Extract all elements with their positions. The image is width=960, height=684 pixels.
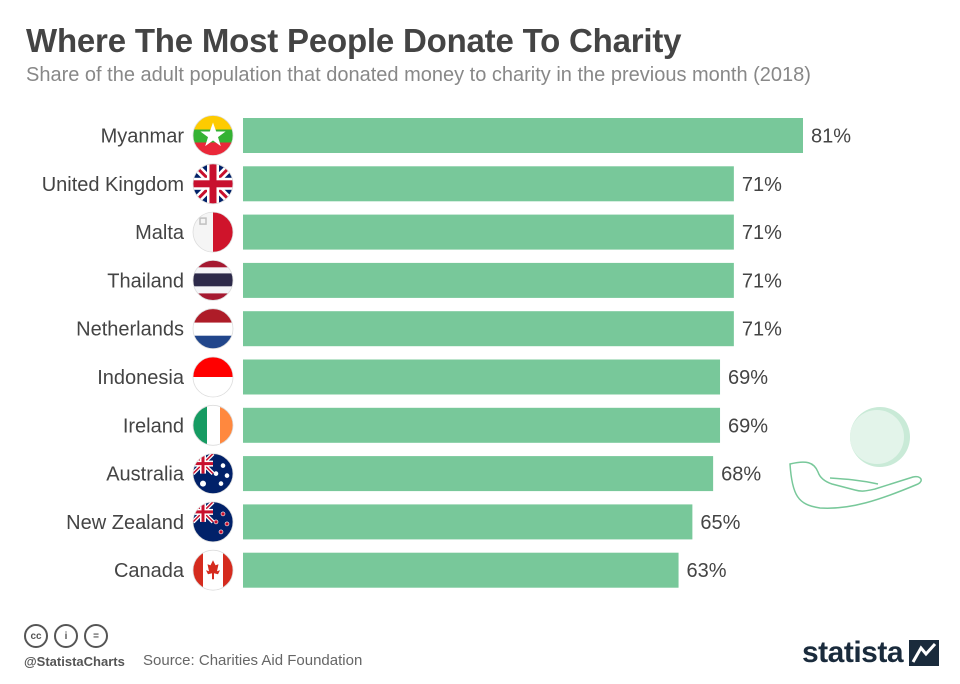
value-label: 69% bbox=[728, 367, 768, 389]
category-label: Indonesia bbox=[97, 367, 185, 389]
category-label: Thailand bbox=[107, 270, 184, 292]
category-label: Ireland bbox=[123, 415, 184, 437]
ireland-flag-icon bbox=[192, 404, 234, 446]
hand-coin-icon bbox=[789, 407, 922, 510]
value-label: 81% bbox=[811, 126, 851, 148]
australia-flag-icon bbox=[192, 453, 234, 495]
value-label: 63% bbox=[687, 560, 727, 582]
category-label: New Zealand bbox=[66, 512, 184, 534]
value-label: 71% bbox=[742, 174, 782, 196]
no-derivatives-icon: = bbox=[84, 624, 108, 648]
category-label: Canada bbox=[114, 560, 185, 582]
bar bbox=[243, 359, 721, 395]
netherlands-flag-icon bbox=[192, 308, 234, 350]
license-icons: cc i = bbox=[24, 624, 108, 648]
indonesia-flag-icon bbox=[192, 356, 234, 398]
bar bbox=[243, 311, 734, 347]
value-label: 68% bbox=[721, 464, 761, 486]
malta-flag-icon bbox=[192, 211, 234, 253]
new-zealand-flag-icon bbox=[192, 501, 234, 543]
category-label: Australia bbox=[106, 464, 185, 486]
bar bbox=[243, 262, 734, 298]
bar bbox=[243, 504, 693, 540]
thailand-flag-icon bbox=[192, 259, 234, 301]
bar bbox=[243, 456, 714, 492]
canada-flag-icon bbox=[192, 549, 234, 591]
value-label: 71% bbox=[742, 270, 782, 292]
united-kingdom-flag-icon bbox=[192, 163, 234, 205]
chart-subtitle: Share of the adult population that donat… bbox=[26, 64, 811, 86]
category-label: Netherlands bbox=[76, 319, 184, 341]
category-label: Myanmar bbox=[101, 126, 185, 148]
statista-logo[interactable]: statista bbox=[802, 636, 940, 670]
bar bbox=[243, 552, 679, 588]
bar bbox=[243, 118, 803, 153]
bar bbox=[243, 166, 734, 202]
chart-title: Where The Most People Donate To Charity bbox=[26, 22, 682, 59]
attribution-icon: i bbox=[54, 624, 78, 648]
value-label: 65% bbox=[700, 512, 740, 534]
cc-icon: cc bbox=[24, 624, 48, 648]
myanmar-flag-icon bbox=[192, 115, 234, 156]
source-note: Source: Charities Aid Foundation bbox=[143, 652, 363, 669]
value-label: 71% bbox=[742, 222, 782, 244]
value-label: 71% bbox=[742, 319, 782, 341]
bar bbox=[243, 214, 734, 250]
value-label: 69% bbox=[728, 415, 768, 437]
statista-mark-icon bbox=[909, 640, 940, 666]
bar bbox=[243, 407, 721, 443]
brand-name: statista bbox=[802, 636, 904, 669]
social-handle: @StatistaCharts bbox=[24, 654, 125, 669]
category-label: Malta bbox=[135, 222, 185, 244]
bar-chart: Myanmar 81% United Kingdom 71% Malta 71% Thail… bbox=[42, 115, 922, 591]
category-label: United Kingdom bbox=[42, 174, 184, 196]
